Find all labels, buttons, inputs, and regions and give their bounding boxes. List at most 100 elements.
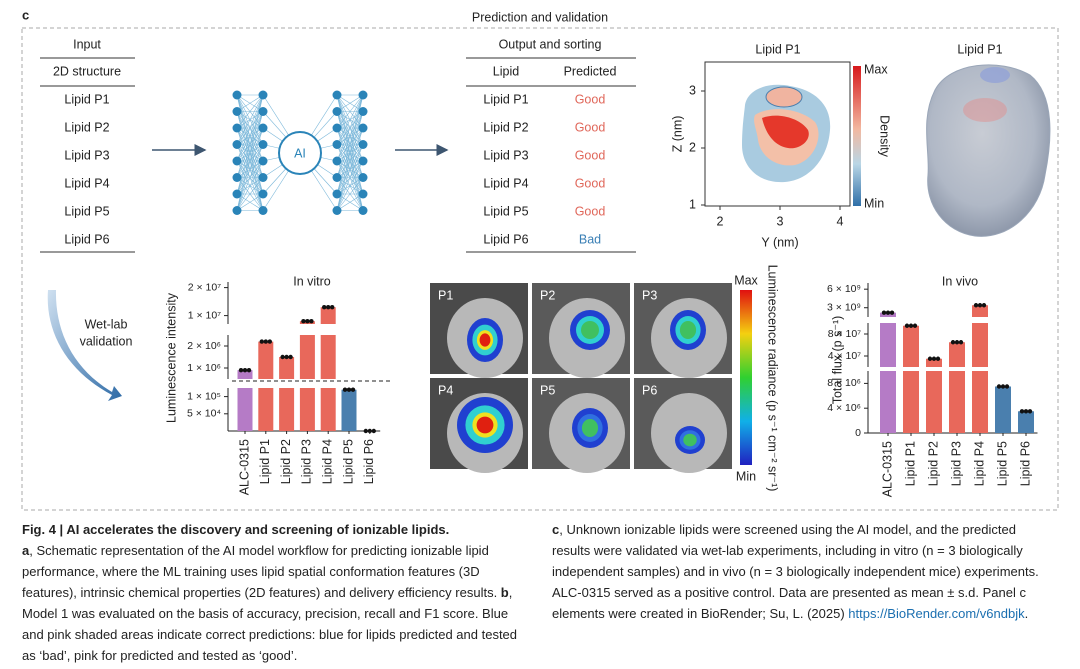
bar (880, 323, 896, 367)
data-point (950, 340, 956, 345)
caption-left: Fig. 4 | AI accelerates the discovery an… (22, 519, 522, 666)
caption-label: c (552, 522, 560, 537)
edge (336, 177, 364, 211)
edge (236, 94, 264, 162)
panel-label: P4 (438, 383, 453, 397)
signal (679, 321, 697, 339)
output-rows: Lipid P1 Good Lipid P2 Good Lipid P3 Good Lipi… (483, 92, 605, 246)
y-tick-label: 6 × 10⁹ (827, 283, 861, 295)
input-header: Input (73, 37, 101, 51)
edge (236, 193, 264, 211)
node (358, 156, 368, 166)
bar (320, 335, 336, 379)
x-tick-label: 3 (777, 214, 784, 228)
bar (279, 357, 295, 379)
input-subheader: 2D structure (53, 64, 121, 78)
node (358, 189, 368, 199)
output-lipid: Lipid P3 (483, 148, 528, 162)
node (258, 107, 268, 116)
output-prediction: Good (575, 92, 606, 106)
input-row: Lipid P3 (64, 148, 109, 162)
y-tick-label: 4 × 10⁶ (827, 402, 861, 414)
data-point (342, 387, 348, 392)
node (332, 90, 342, 100)
output-lipid: Lipid P5 (483, 204, 528, 218)
surface-patch (980, 67, 1010, 83)
x-tick-label: Lipid P4 (972, 441, 986, 486)
ai-node (278, 131, 322, 175)
x-tick-label: Lipid P1 (258, 439, 272, 484)
data-point (977, 303, 983, 308)
x-tick-label: Lipid P6 (1018, 441, 1032, 486)
data-point (350, 387, 356, 392)
y-tick-label: 8 × 10⁶ (827, 377, 861, 389)
output-prediction: Good (575, 204, 606, 218)
input-row: Lipid P1 (64, 92, 109, 106)
surface-patch (963, 98, 1007, 122)
node (332, 206, 342, 215)
x-tick-label: Lipid P5 (995, 441, 1009, 486)
bar (903, 325, 919, 367)
input-rows: Lipid P1 Lipid P2 Lipid P3 Lipid P4 Lipid P5… (64, 92, 109, 246)
signal (479, 333, 491, 347)
node (258, 156, 268, 166)
density-frame (704, 61, 851, 207)
data-point (346, 387, 352, 392)
data-point (322, 305, 327, 310)
wetlab-label: Wet-lab (85, 317, 128, 331)
bar (279, 388, 295, 431)
panel-border (21, 27, 1059, 511)
data-point (973, 303, 979, 308)
bar (320, 388, 336, 431)
x-tick-label: Lipid P3 (949, 441, 963, 486)
data-point (301, 319, 306, 324)
data-point (288, 354, 293, 360)
x-tick-label: 4 (837, 214, 844, 228)
input-row: Lipid P5 (64, 204, 109, 218)
bar (972, 371, 988, 433)
data-point (912, 323, 918, 328)
y-tick-label: 1 × 10⁶ (187, 362, 221, 374)
bar (1018, 411, 1034, 433)
edge (336, 127, 364, 211)
bar (949, 371, 965, 433)
y-tick-label: 1 × 10⁷ (188, 309, 221, 321)
panel-label: P1 (438, 288, 453, 302)
data-point (885, 310, 891, 315)
colorbar-label: Density (878, 115, 892, 157)
edge (336, 94, 364, 211)
edge (336, 94, 364, 162)
node (258, 173, 268, 182)
output-column: Lipid (493, 64, 519, 78)
node (232, 107, 242, 116)
node (358, 206, 368, 215)
bar (926, 358, 942, 367)
curved-arrow (47, 290, 122, 401)
data-point (284, 354, 289, 360)
colorbar-min: Min (736, 469, 756, 483)
panel-label: P3 (642, 288, 657, 302)
node (258, 90, 268, 100)
density-blob (762, 115, 809, 149)
caption-link[interactable]: https://BioRender.com/v6ndbjk (848, 606, 1025, 621)
colorbar-min: Min (864, 196, 884, 210)
data-point (1023, 409, 1029, 414)
output-lipid: Lipid P6 (483, 232, 528, 246)
x-tick-label: Lipid P3 (300, 439, 314, 484)
output-lipid: Lipid P2 (483, 120, 528, 134)
node (358, 173, 368, 182)
edge (236, 94, 264, 178)
signal (683, 433, 697, 447)
y-tick-label: 5 × 10⁴ (187, 408, 221, 420)
panel-label: P6 (642, 383, 657, 397)
y-tick-label: 0 (855, 427, 861, 439)
node (358, 90, 368, 100)
output-lipid: Lipid P1 (483, 92, 528, 106)
bar (926, 371, 942, 433)
data-point (931, 356, 937, 361)
y-tick-label: 2 × 10⁶ (187, 340, 221, 352)
imaging-panels: P1 P2 P3 P4 P5 P6 (430, 283, 732, 473)
node (332, 189, 342, 199)
colorbar-max: Max (864, 62, 888, 76)
